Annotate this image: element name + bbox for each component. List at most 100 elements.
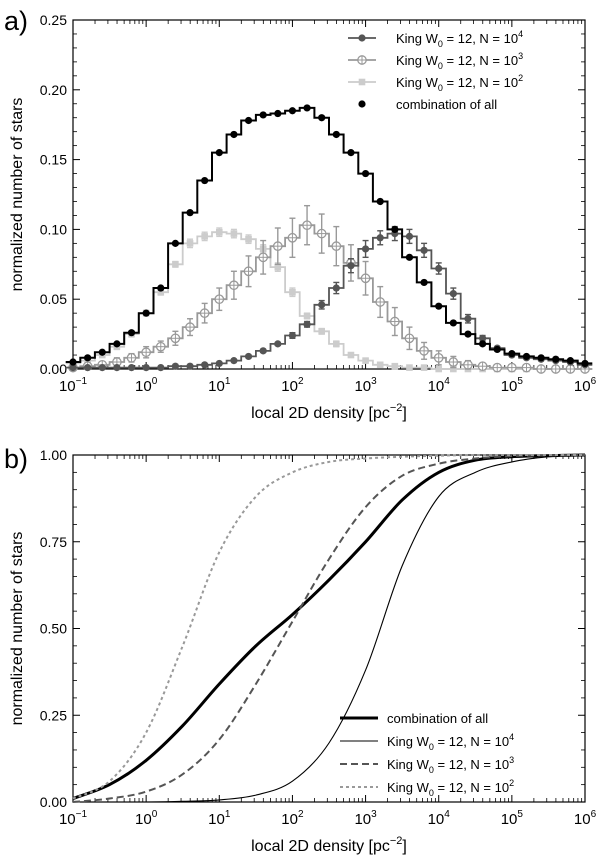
- y-tick-label: 0.00: [40, 794, 67, 810]
- data-point: [113, 340, 121, 348]
- data-point: [186, 240, 194, 247]
- data-point: [172, 261, 179, 268]
- x-tick-label: 105: [501, 376, 524, 395]
- data-point: [84, 354, 92, 362]
- data-point: [464, 315, 472, 323]
- data-point: [362, 357, 369, 364]
- data-point: [142, 364, 150, 372]
- x-tick-label: 100: [135, 376, 158, 395]
- x-tick-label: 102: [281, 809, 304, 828]
- data-point: [201, 233, 208, 240]
- cdf-line-2: [72, 454, 586, 803]
- x-tick-label: 103: [354, 809, 377, 828]
- x-tick-label: 101: [208, 809, 231, 828]
- legend-label: King W0 = 12, N = 102: [387, 778, 514, 798]
- data-point: [420, 364, 428, 371]
- data-point: [493, 345, 501, 354]
- data-point: [157, 364, 165, 372]
- x-tick-label: 102: [281, 376, 304, 395]
- data-point: [230, 130, 238, 139]
- data-point: [566, 357, 574, 365]
- data-point: [215, 228, 223, 236]
- data-point: [230, 230, 238, 237]
- data-point: [405, 232, 414, 240]
- data-point: [420, 246, 428, 254]
- data-point: [303, 104, 311, 112]
- data-point: [245, 235, 252, 243]
- data-point: [215, 149, 223, 157]
- data-point: [552, 355, 560, 363]
- legend-marker: [358, 34, 366, 42]
- x-tick-label: 106: [574, 376, 597, 395]
- data-point: [289, 288, 296, 296]
- data-point: [259, 111, 267, 119]
- data-point: [435, 365, 443, 373]
- data-point: [186, 362, 194, 370]
- data-point: [347, 262, 355, 270]
- legend-label: King W0 = 12, N = 103: [396, 51, 523, 71]
- data-point: [186, 209, 194, 217]
- y-tick-label: 0.50: [40, 621, 67, 637]
- data-point: [581, 359, 589, 368]
- cdf-line-1: [73, 454, 586, 803]
- x-tick-label: 103: [354, 376, 377, 395]
- legend-label: King W0 = 12, N = 103: [387, 755, 514, 775]
- x-tick-label: 101: [208, 376, 231, 395]
- y-tick-label: 1.00: [40, 447, 67, 463]
- data-point: [274, 263, 282, 271]
- y-tick-label: 0.05: [40, 291, 67, 307]
- series-1: [65, 204, 593, 374]
- data-point: [318, 114, 326, 122]
- data-point: [230, 357, 238, 365]
- x-tick-label: 105: [501, 809, 524, 828]
- x-tick-label: 106: [574, 809, 597, 828]
- x-axis-title: local 2D density [pc−2]: [251, 402, 407, 422]
- y-tick-label: 0.20: [40, 82, 67, 98]
- legend-label: King W0 = 12, N = 104: [396, 29, 523, 49]
- data-point: [318, 301, 326, 309]
- data-point: [318, 328, 325, 335]
- data-point: [98, 364, 106, 372]
- data-point: [406, 364, 413, 371]
- data-point: [376, 361, 384, 369]
- data-point: [450, 365, 457, 373]
- x-tick-label: 10−1: [59, 376, 88, 395]
- legend-marker: [358, 78, 366, 86]
- data-point: [113, 364, 121, 372]
- plot-frame: [72, 454, 586, 803]
- data-point: [508, 350, 516, 358]
- y-tick-label: 0.15: [40, 152, 67, 168]
- data-point: [449, 319, 457, 327]
- series-3: [65, 104, 593, 368]
- data-point: [479, 340, 487, 348]
- data-point: [435, 302, 443, 310]
- y-tick-label: 0.25: [40, 12, 67, 28]
- data-point: [537, 354, 545, 362]
- data-point: [288, 107, 297, 115]
- data-point: [244, 352, 253, 361]
- legend-label: combination of all: [387, 711, 488, 726]
- y-tick-label: 0.75: [40, 534, 67, 550]
- data-point: [405, 253, 414, 261]
- cdf-line-3: [72, 453, 585, 800]
- data-point: [171, 362, 179, 370]
- data-point: [127, 364, 136, 372]
- panel-b: b) 10−1 100 101 102 103 104 105 106 0.00 0.25 0.50 0…: [4, 444, 597, 855]
- data-point: [69, 358, 77, 366]
- data-point: [201, 176, 209, 185]
- step-line: [65, 232, 593, 369]
- data-point: [98, 348, 106, 356]
- data-point: [127, 329, 136, 337]
- data-point: [332, 284, 340, 292]
- y-axis-title: normalized number of stars: [9, 532, 26, 726]
- data-point: [391, 362, 399, 370]
- x-tick-label: 104: [428, 809, 451, 828]
- data-point: [288, 331, 297, 340]
- data-point: [376, 197, 384, 206]
- data-point: [274, 340, 282, 348]
- data-point: [84, 364, 92, 372]
- data-point: [361, 169, 370, 178]
- panel-label: a): [4, 6, 28, 36]
